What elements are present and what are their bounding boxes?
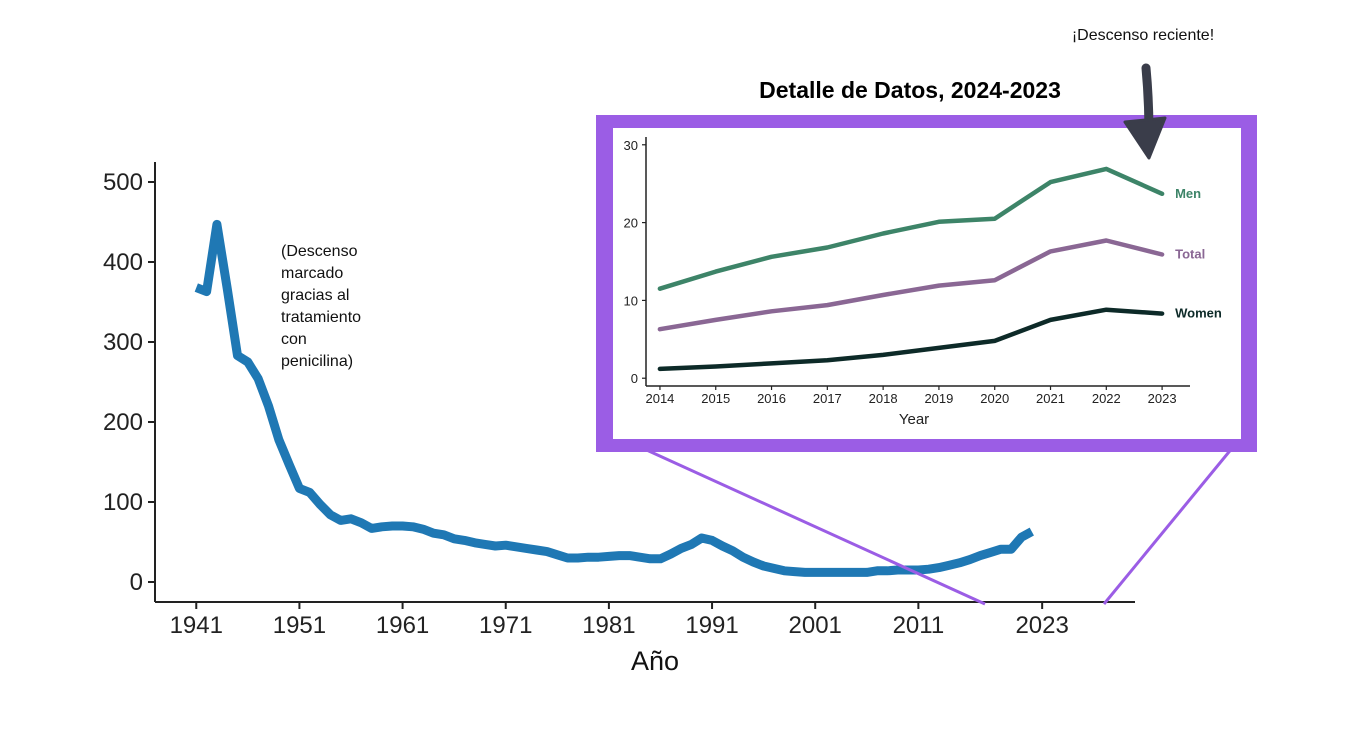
main-y-tick-label: 200 [103, 409, 143, 436]
series-line-men [657, 166, 1165, 291]
inset-x-tick-label: 2017 [813, 391, 842, 406]
main-x-axis-label: Año [631, 646, 679, 676]
main-y-tick-label: 400 [103, 249, 143, 276]
annotation-line: gracias al [281, 287, 349, 304]
annotation-line: penicilina) [281, 353, 353, 370]
inset-panel [613, 128, 1241, 439]
series-label-total: Total [1175, 246, 1205, 261]
inset-x-tick-label: 2015 [701, 391, 730, 406]
inset-y-tick-label: 20 [624, 216, 638, 231]
series-line-total [657, 238, 1165, 332]
main-x-tick-label: 1961 [376, 612, 429, 639]
zoom-connector-left [639, 445, 986, 606]
inset-title: Detalle de Datos, 2024-2023 [759, 77, 1061, 103]
main-x-tick-label: 2023 [1015, 612, 1068, 639]
inset-x-tick-label: 2021 [1036, 391, 1065, 406]
main-x-tick-label: 1971 [479, 612, 532, 639]
inset-x-tick-label: 2019 [924, 391, 953, 406]
main-y-tick-label: 100 [103, 489, 143, 516]
inset-x-tick-label: 2022 [1092, 391, 1121, 406]
zoom-connector-right [1102, 446, 1235, 605]
series-label-women: Women [1175, 306, 1222, 321]
main-x-tick-label: 1951 [273, 612, 326, 639]
callout-text: ¡Descenso reciente! [1072, 27, 1214, 44]
series-line-women [657, 307, 1165, 372]
inset-x-tick-label: 2016 [757, 391, 786, 406]
main-x-tick-label: 2001 [789, 612, 842, 639]
inset-x-tick-label: 2014 [645, 391, 674, 406]
callout: ¡Descenso reciente! [1072, 27, 1214, 160]
annotation-line: tratamiento [281, 309, 361, 326]
main-x-tick-label: 1941 [170, 612, 223, 639]
annotation-line: con [281, 331, 307, 348]
main-x-tick-label: 2011 [893, 612, 945, 639]
series-label-men: Men [1175, 186, 1201, 201]
main-x-tick-label: 1991 [685, 612, 738, 639]
inset-y-tick-label: 10 [624, 293, 638, 308]
inset-x-axis-label: Year [899, 411, 929, 428]
main-y-tick-label: 300 [103, 329, 143, 356]
inset-x-tick-label: 2018 [869, 391, 898, 406]
main-y-tick-label: 500 [103, 169, 143, 196]
main-series-line [194, 219, 1034, 577]
main-x-tick-label: 1981 [582, 612, 635, 639]
inset-y-tick-label: 30 [624, 138, 638, 153]
annotation-line: marcado [281, 265, 343, 282]
annotation-line: (Descenso [281, 243, 358, 260]
zoom-connectors [639, 445, 1235, 606]
callout-arrow-head [1123, 116, 1167, 160]
inset-chart: 0 10 20 30 2014 2015 2016 2017 2018 2019 2020 2021 2… [596, 77, 1257, 452]
inset-x-tick-label: 2020 [980, 391, 1009, 406]
inset-y-tick-label: 0 [631, 371, 638, 386]
inset-x-tick-label: 2023 [1148, 391, 1177, 406]
main-y-tick-label: 0 [130, 569, 143, 596]
